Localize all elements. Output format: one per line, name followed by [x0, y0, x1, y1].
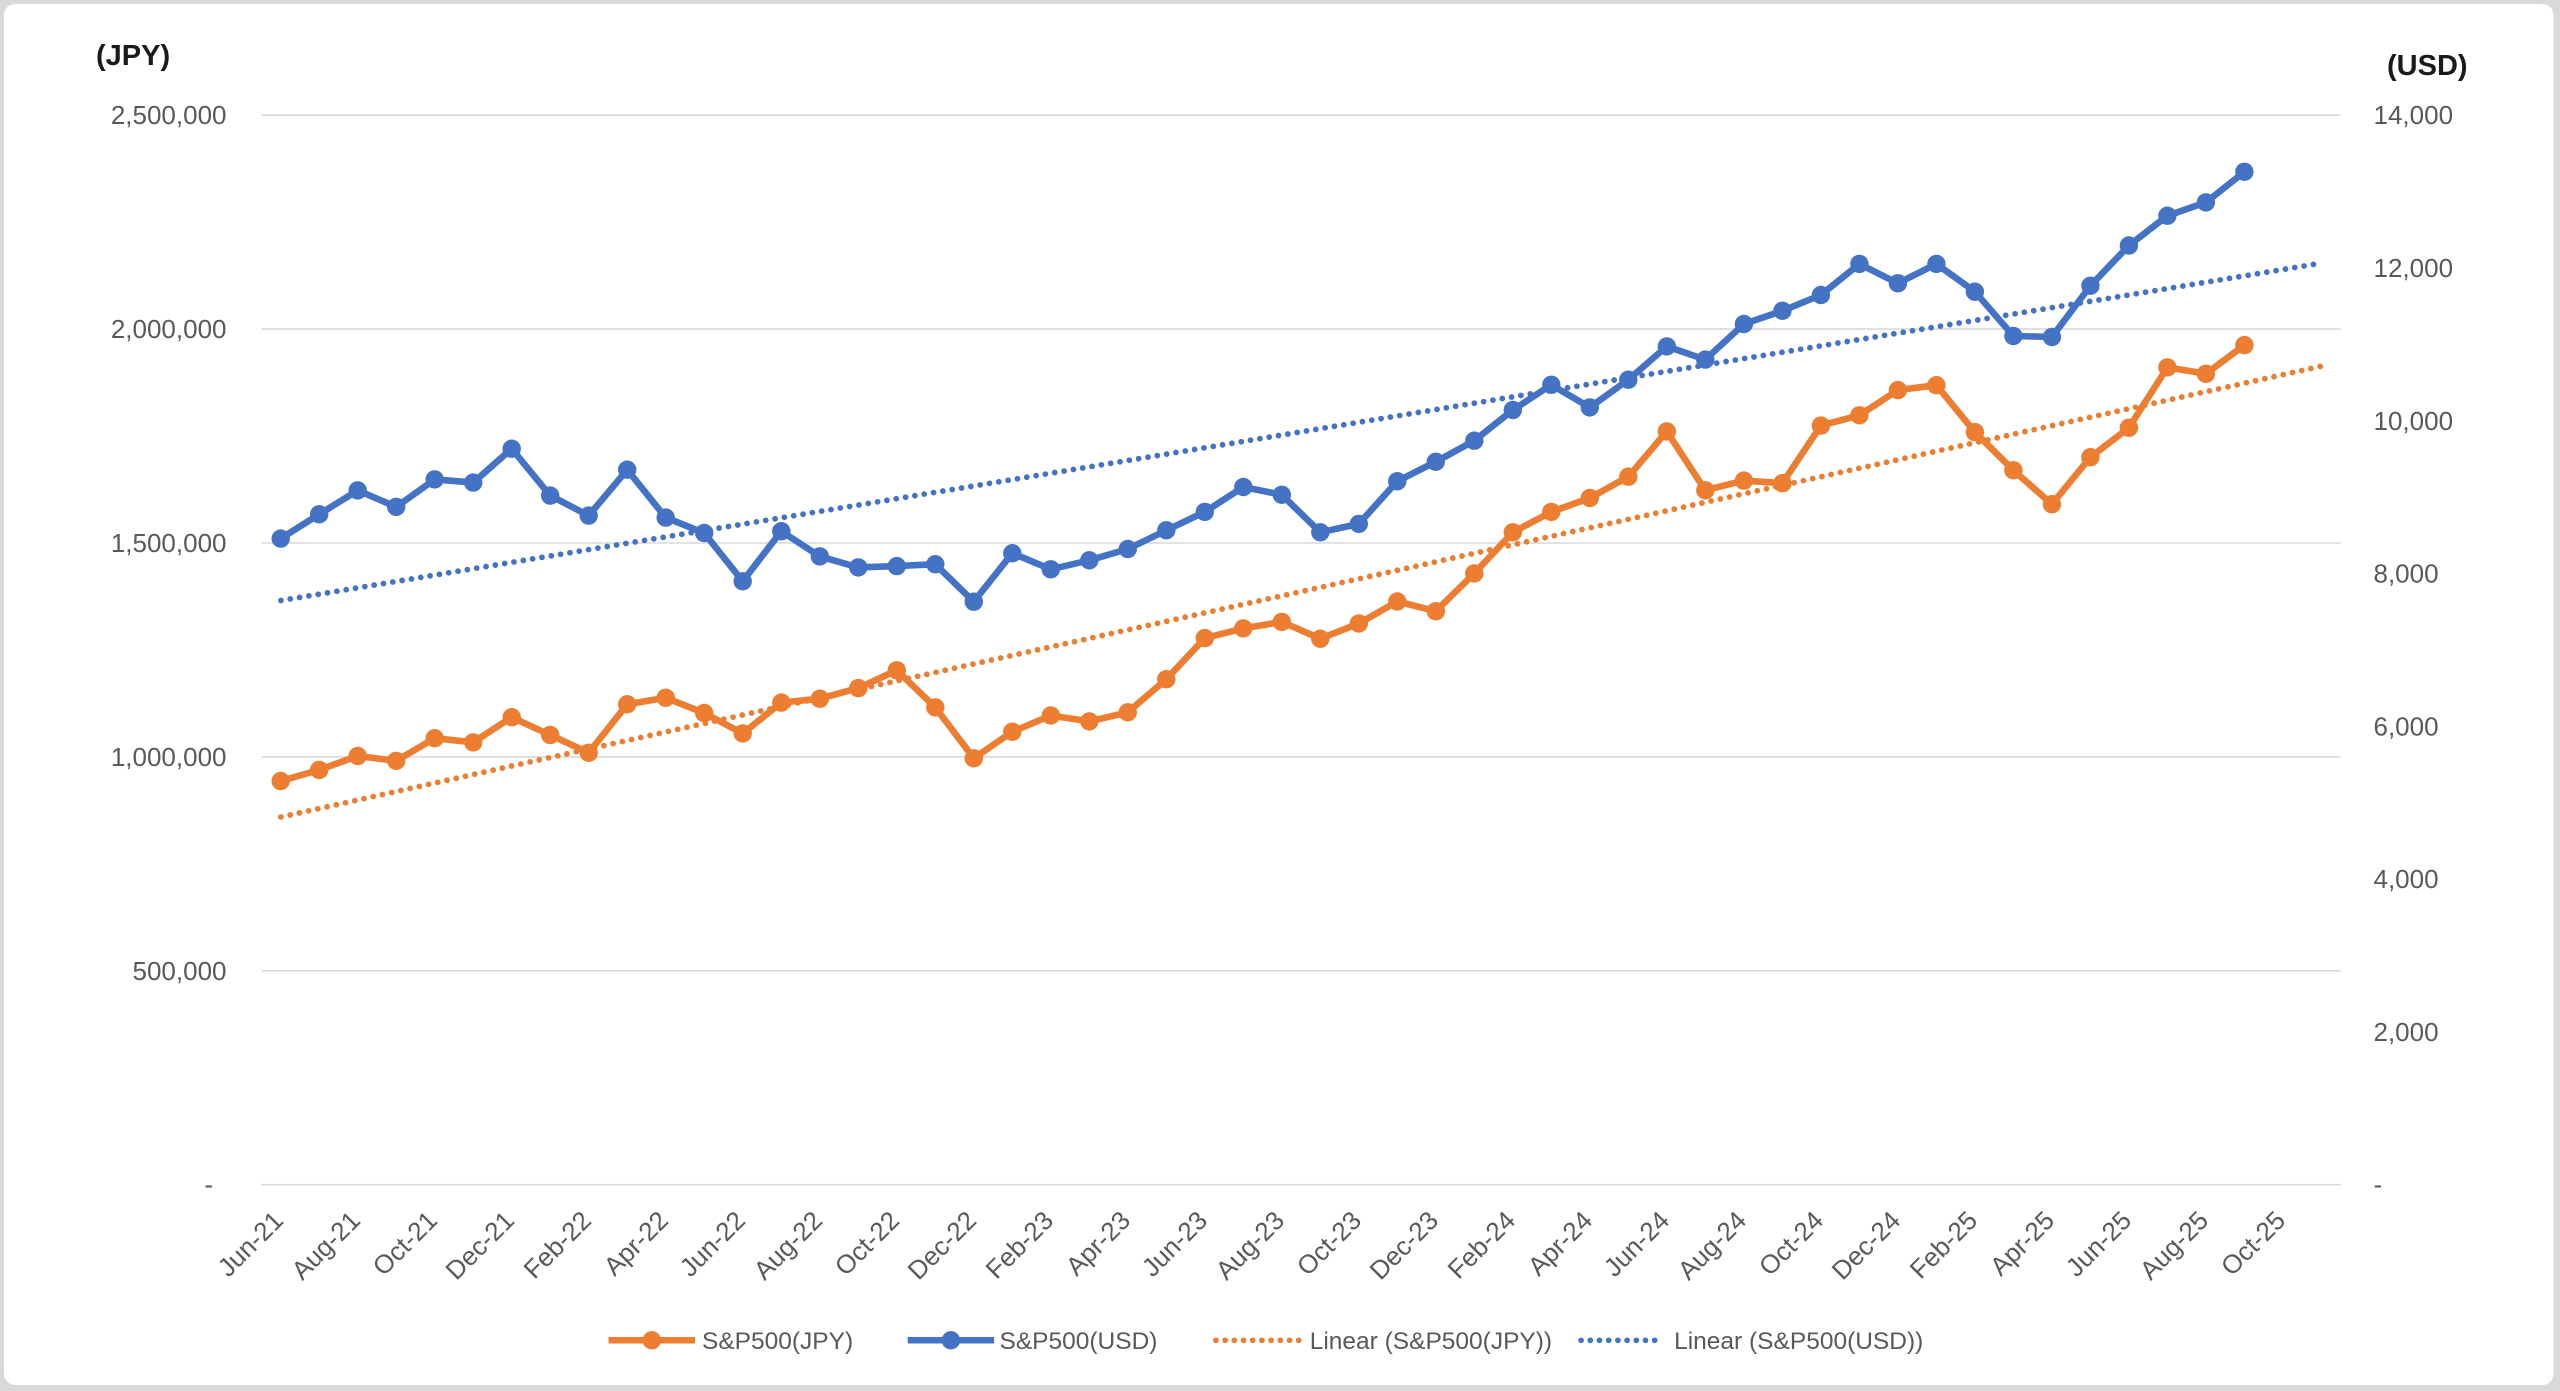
svg-text:8,000: 8,000	[2374, 559, 2439, 589]
svg-text:1,500,000: 1,500,000	[111, 528, 227, 558]
svg-text:(USD): (USD)	[2387, 50, 2468, 82]
svg-text:(JPY): (JPY)	[96, 40, 170, 72]
svg-text:6,000: 6,000	[2374, 711, 2439, 741]
svg-text:Linear (S&P500(JPY)): Linear (S&P500(JPY))	[1310, 1328, 1552, 1355]
svg-text:Linear (S&P500(USD)): Linear (S&P500(USD))	[1674, 1328, 1923, 1355]
svg-text:2,000: 2,000	[2374, 1017, 2439, 1047]
svg-text:-: -	[204, 1170, 213, 1200]
svg-text:4,000: 4,000	[2374, 864, 2439, 894]
svg-text:10,000: 10,000	[2374, 406, 2454, 436]
svg-text:12,000: 12,000	[2374, 253, 2454, 283]
svg-text:1,000,000: 1,000,000	[111, 742, 227, 772]
svg-text:S&P500(USD): S&P500(USD)	[1000, 1328, 1158, 1355]
svg-text:14,000: 14,000	[2374, 100, 2454, 130]
svg-text:-: -	[2374, 1170, 2383, 1200]
svg-text:2,500,000: 2,500,000	[111, 100, 227, 130]
svg-text:2,000,000: 2,000,000	[111, 314, 227, 344]
svg-text:500,000: 500,000	[133, 956, 227, 986]
svg-text:S&P500(JPY): S&P500(JPY)	[702, 1328, 853, 1355]
